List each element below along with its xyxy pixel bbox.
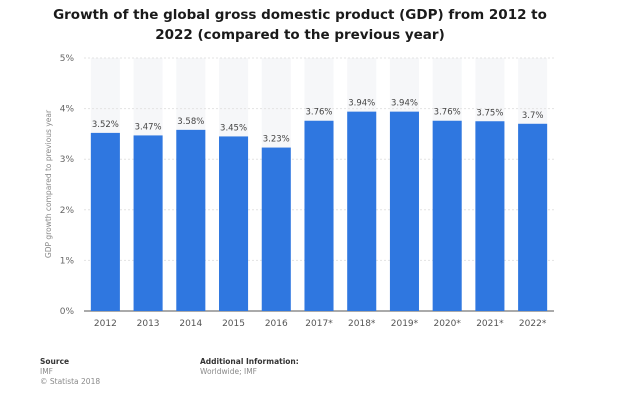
y-tick-label: 2% <box>60 206 75 216</box>
data-label: 3.75% <box>476 108 503 118</box>
additional-info-block: Additional Information: Worldwide; IMF <box>200 357 299 377</box>
data-label: 3.52% <box>92 120 119 130</box>
x-tick-label: 2021* <box>476 319 504 329</box>
y-tick-label: 3% <box>60 155 75 165</box>
bar <box>261 147 291 311</box>
data-label: 3.58% <box>177 117 204 127</box>
x-tick-label: 2020* <box>433 319 461 329</box>
bar <box>176 129 206 311</box>
x-tick-label: 2015 <box>222 319 245 329</box>
data-label: 3.47% <box>135 122 162 132</box>
bar <box>518 123 548 311</box>
data-labels: 3.52% 3.47% 3.58% 3.45% 3.23% 3.76% 3.94% 3.94%… <box>92 99 544 145</box>
bar <box>347 111 377 311</box>
copyright-line: © Statista 2018 <box>40 377 101 386</box>
bar <box>389 111 419 311</box>
x-tick-label: 2016 <box>265 319 288 329</box>
data-label: 3.94% <box>391 99 418 109</box>
x-tick-label: 2013 <box>137 319 160 329</box>
data-label: 3.76% <box>305 108 332 118</box>
bar <box>133 135 163 311</box>
additional-info-line: Worldwide; IMF <box>200 367 257 376</box>
data-label: 3.76% <box>434 108 461 118</box>
x-tick-label: 2019* <box>391 319 419 329</box>
x-tick-label: 2018* <box>348 319 376 329</box>
y-axis: 0% 1% 2% 3% 4% 5% <box>60 54 75 317</box>
x-tick-label: 2012 <box>94 319 117 329</box>
y-tick-label: 1% <box>60 256 75 266</box>
y-tick-label: 5% <box>60 54 75 64</box>
x-tick-label: 2014 <box>179 319 202 329</box>
source-block: Source IMF © Statista 2018 <box>40 357 100 387</box>
bar <box>304 120 334 311</box>
source-line: IMF <box>40 367 53 376</box>
data-label: 3.7% <box>522 111 544 121</box>
y-tick-label: 0% <box>60 307 75 317</box>
bar <box>90 132 120 311</box>
x-tick-label: 2017* <box>305 319 333 329</box>
additional-info-title: Additional Information: <box>200 357 299 366</box>
y-tick-label: 4% <box>60 105 75 115</box>
y-axis-label: GDP growth compared to previous year <box>44 109 53 258</box>
source-title: Source <box>40 357 70 366</box>
bar <box>475 121 505 311</box>
bars <box>90 111 548 311</box>
data-label: 3.94% <box>348 99 375 109</box>
x-tick-label: 2022* <box>519 319 547 329</box>
chart-title: Growth of the global gross domestic prod… <box>53 7 547 43</box>
x-axis: 2012 2013 2014 2015 2016 2017* 2018* 2019* 2020*… <box>94 319 547 329</box>
bar <box>432 120 462 311</box>
data-label: 3.23% <box>263 135 290 145</box>
data-label: 3.45% <box>220 123 247 133</box>
bar <box>219 136 249 311</box>
